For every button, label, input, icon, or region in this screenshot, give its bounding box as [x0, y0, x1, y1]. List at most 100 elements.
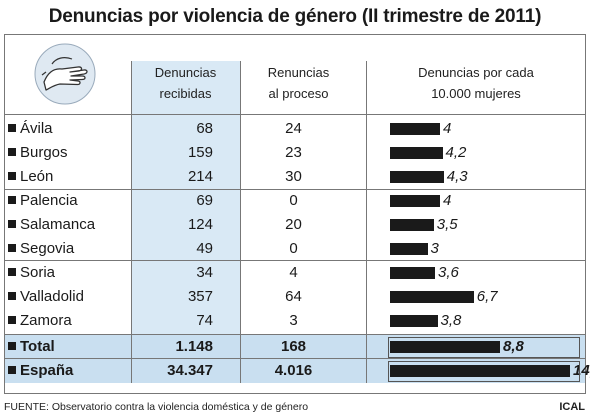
table-row: Zamora 74 3 3,8 — [5, 309, 585, 333]
ratio-bar — [390, 267, 435, 279]
province-cell: España — [5, 359, 73, 383]
province-name: Palencia — [20, 192, 78, 209]
renuncias-cell: 0 — [289, 192, 298, 209]
province-name: Zamora — [20, 312, 72, 329]
denuncias-recibidas-cell: 1.148 — [175, 338, 213, 355]
chart-title: Denuncias por violencia de género (II tr… — [48, 6, 542, 27]
renuncias-cell: 168 — [280, 338, 307, 355]
total-row: España 34.347 4.016 14,4 — [5, 359, 590, 383]
denuncias-recibidas-cell: 34.347 — [167, 362, 213, 379]
table-frame — [4, 34, 586, 394]
renuncias-cell: 23 — [285, 144, 302, 161]
ratio-bar — [390, 171, 444, 183]
header-recibidas: Denuncias recibidas — [131, 62, 240, 104]
province-cell: Segovia — [5, 237, 74, 261]
row-divider — [5, 260, 585, 261]
column-divider — [240, 61, 241, 383]
hand-stop-icon — [34, 43, 96, 105]
ratio-label: 3,6 — [438, 264, 459, 281]
renuncias-cell: 0 — [289, 240, 298, 257]
header-renuncias-line1: Renuncias — [267, 65, 330, 80]
table-row: Segovia 49 0 3 — [5, 237, 585, 261]
bullet-icon — [8, 220, 16, 228]
total-bar-box — [388, 337, 580, 358]
ratio-label: 3 — [430, 240, 439, 257]
renuncias-cell: 4 — [289, 264, 298, 281]
renuncias-cell: 30 — [285, 168, 302, 185]
ratio-bar — [390, 147, 443, 159]
ratio-label: 4,2 — [445, 144, 467, 161]
table-row: Palencia 69 0 4 — [5, 189, 585, 213]
ratio-bar — [390, 195, 440, 207]
recibidas-column-highlight — [131, 61, 240, 335]
row-divider — [5, 358, 585, 359]
bullet-icon — [8, 124, 16, 132]
table-row: Soria 34 4 3,6 — [5, 261, 585, 285]
ratio-label: 3,8 — [440, 312, 462, 329]
bullet-icon — [8, 148, 16, 156]
province-name: Total — [20, 338, 55, 355]
table-row: Burgos 159 23 4,2 — [5, 141, 585, 165]
denuncias-recibidas-cell: 68 — [196, 120, 213, 137]
row-divider — [5, 189, 585, 190]
renuncias-cell: 20 — [285, 216, 302, 233]
header-ratio-line2: 10.000 mujeres — [431, 86, 521, 101]
province-name: Segovia — [20, 240, 75, 257]
bullet-icon — [8, 292, 16, 300]
denuncias-recibidas-cell: 34 — [196, 264, 213, 281]
province-name: Burgos — [20, 144, 68, 161]
province-cell: Ávila — [5, 117, 53, 141]
source-footer: FUENTE: Observatorio contra la violencia… — [4, 401, 309, 413]
ratio-label: 4,3 — [446, 168, 468, 185]
column-divider — [131, 61, 132, 383]
total-row: Total 1.148 168 8,8 — [5, 335, 585, 359]
province-cell: Burgos — [5, 141, 68, 165]
province-name: León — [20, 168, 54, 185]
ratio-label: 4 — [443, 192, 452, 209]
denuncias-recibidas-cell: 124 — [187, 216, 213, 233]
ratio-bar — [390, 243, 428, 255]
ratio-label: 4 — [443, 120, 452, 137]
bullet-icon — [8, 244, 16, 252]
ratio-label: 8,8 — [503, 338, 524, 355]
row-divider — [5, 334, 585, 335]
bullet-icon — [8, 342, 16, 350]
header-recibidas-line2: recibidas — [159, 86, 212, 101]
table-row: Valladolid 357 64 6,7 — [5, 285, 585, 309]
header-recibidas-line1: Denuncias — [154, 65, 217, 80]
province-cell: León — [5, 165, 53, 189]
ratio-bar — [390, 365, 570, 377]
header-ratio-line1: Denuncias por cada — [418, 65, 534, 80]
credit-label: ICAL — [559, 401, 585, 413]
bullet-icon — [8, 268, 16, 276]
bullet-icon — [8, 366, 16, 374]
ratio-label: 3,5 — [436, 216, 458, 233]
bullet-icon — [8, 172, 16, 180]
total-bar-box — [388, 361, 580, 382]
denuncias-recibidas-cell: 49 — [196, 240, 213, 257]
ratio-bar — [390, 291, 474, 303]
ratio-label: 6,7 — [476, 288, 498, 305]
denuncias-recibidas-cell: 357 — [187, 288, 213, 305]
table-row: León 214 30 4,3 — [5, 165, 585, 189]
bullet-icon — [8, 316, 16, 324]
header-ratio: Denuncias por cada 10.000 mujeres — [366, 62, 586, 104]
table-row: Salamanca 124 20 3,5 — [5, 213, 585, 237]
table-row: Ávila 68 24 4 — [5, 117, 585, 141]
renuncias-cell: 64 — [285, 288, 302, 305]
province-name: Soria — [20, 264, 56, 281]
renuncias-cell: 4.016 — [274, 362, 313, 379]
denuncias-recibidas-cell: 159 — [187, 144, 213, 161]
province-cell: Zamora — [5, 309, 72, 333]
column-divider — [366, 61, 367, 383]
province-cell: Soria — [5, 261, 55, 285]
province-name: Ávila — [20, 120, 53, 137]
bullet-icon — [8, 196, 16, 204]
header-renuncias-line2: al proceso — [268, 86, 329, 101]
province-name: España — [20, 362, 74, 379]
ratio-bar — [390, 341, 500, 353]
province-name: Salamanca — [20, 216, 96, 233]
renuncias-cell: 3 — [289, 312, 298, 329]
header-renuncias: Renuncias al proceso — [246, 62, 351, 104]
province-cell: Valladolid — [5, 285, 84, 309]
